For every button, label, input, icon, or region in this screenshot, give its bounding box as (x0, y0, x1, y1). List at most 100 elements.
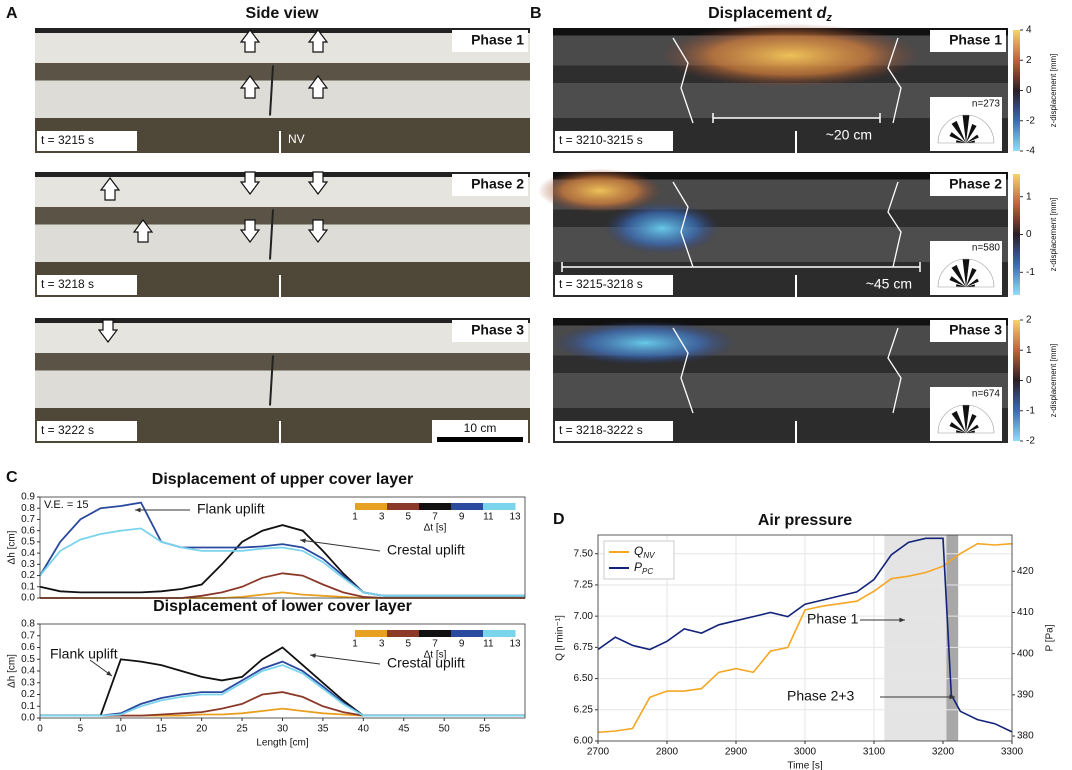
arrow-icon (307, 171, 329, 195)
y-tick-label: 0.2 (21, 570, 35, 581)
x-tick-label: 3300 (1001, 747, 1024, 758)
colorbar-tick-label: -4 (1026, 146, 1035, 157)
colorbar-segment (355, 503, 388, 510)
time-label: t = 3218 s (41, 277, 94, 291)
time-label: t = 3218-3222 s (559, 423, 643, 437)
arrow-icon (307, 75, 329, 99)
y-axis-label: Δh [cm] (7, 654, 18, 688)
colorbar-tick-label: 2 (1026, 55, 1032, 66)
colorbar-tick-label: 1 (352, 512, 358, 523)
y-tick-label: 0.0 (21, 593, 35, 604)
y-tick-label: 0.7 (21, 514, 35, 525)
span-label: ~20 cm (826, 127, 872, 143)
arrow-icon (97, 319, 119, 343)
arrow-head (899, 617, 905, 623)
y-tick-label: 6.75 (574, 642, 594, 653)
legend-subscript: PC (642, 567, 653, 576)
colorbar-tick-label: 7 (432, 639, 438, 650)
x-tick-label: 25 (237, 724, 249, 735)
colorbar-tick-label: 3 (379, 639, 385, 650)
arrow-icon (307, 29, 329, 53)
arrow-icon (132, 219, 154, 243)
arrow-head (310, 653, 316, 659)
fracture-trace (887, 181, 902, 268)
x-tick-label: 3000 (794, 747, 817, 758)
photo-layer (35, 318, 530, 323)
rose-wedge (962, 405, 970, 433)
data-line (39, 527, 525, 597)
x-tick-label: 40 (358, 724, 370, 735)
label-box (930, 174, 1006, 196)
data-line (40, 572, 525, 599)
title-sub: z (825, 12, 832, 24)
panel-title: Displacement dz (708, 5, 832, 24)
photo-layer (35, 177, 530, 207)
x-tick-label: 10 (115, 724, 127, 735)
fracture-trace (887, 327, 902, 414)
label-box (930, 30, 1006, 52)
y-tick-label: 0.9 (21, 492, 35, 503)
rose-wedge (949, 422, 966, 433)
y-axis-label: Δh [cm] (7, 530, 18, 564)
label-box (37, 131, 137, 151)
phase-label: Phase 2 (949, 176, 1002, 192)
colorbar-tick-label: 1 (1026, 191, 1032, 202)
colorbar-segment (387, 630, 420, 637)
data-line (39, 524, 525, 597)
annotation: V.E. = 15 (44, 499, 89, 511)
rose-wedge (951, 120, 966, 143)
photo-layer (35, 370, 530, 408)
colorbar-tick-label: 13 (509, 512, 521, 523)
panel-label: C (6, 469, 18, 486)
y-tick-label: 0.1 (21, 701, 35, 712)
sample-count: n=674 (972, 389, 1001, 400)
x-axis-label: Length [cm] (256, 738, 308, 749)
y-tick-label: 6.00 (574, 736, 594, 747)
rose-wedge (966, 140, 975, 143)
sample-count: n=580 (972, 243, 1001, 254)
rose-wedge (956, 140, 966, 143)
rose-wedge (949, 132, 966, 143)
y2-axis-label: P [Pa] (1045, 624, 1056, 651)
arrow-icon (99, 177, 121, 201)
colorbar-tick-label: 1 (1026, 345, 1032, 356)
crack (269, 209, 274, 260)
rose-wedge (949, 276, 966, 287)
y2-tick-label: 420 (1017, 566, 1034, 577)
data-line (40, 691, 525, 717)
y-tick-label: 7.25 (574, 580, 594, 591)
legend-name: P (634, 560, 642, 574)
y-tick-label: 0.7 (21, 630, 35, 641)
label-box (37, 421, 137, 441)
data-line (597, 542, 1013, 734)
displacement-field (553, 321, 737, 365)
rose-wedge (966, 267, 977, 287)
colorbar-label: z-displacement [mm] (1049, 198, 1058, 272)
rose-wedge (966, 424, 979, 433)
x-tick-label: 2900 (725, 747, 748, 758)
fracture-trace (672, 327, 694, 414)
photo-layer (35, 224, 530, 262)
time-label: t = 3215-3218 s (559, 277, 643, 291)
legend-box (603, 540, 675, 580)
phase-label: Phase 3 (471, 322, 524, 338)
chart-title: Air pressure (758, 512, 852, 529)
colorbar-label: Δt [s] (424, 523, 447, 534)
colorbar-segment (355, 630, 388, 637)
colorbar-label: z-displacement [mm] (1049, 54, 1058, 128)
colorbar-tick-label: -2 (1026, 436, 1035, 447)
x-tick-label: 50 (439, 724, 451, 735)
annotation: Phase 2+3 (787, 688, 855, 704)
photo-layer (35, 63, 530, 81)
rose-wedge (966, 278, 979, 287)
photo-layer (35, 33, 530, 63)
colorbar-tick-label: 9 (459, 639, 465, 650)
panel-label: B (530, 5, 542, 22)
colorbar-tick-label: 0 (1026, 375, 1032, 386)
arrow-icon (239, 219, 261, 243)
phase-span (946, 535, 959, 741)
colorbar-tick-label: 4 (1026, 25, 1032, 36)
y-tick-label: 0.6 (21, 525, 35, 536)
x-tick-label: 2800 (656, 747, 679, 758)
